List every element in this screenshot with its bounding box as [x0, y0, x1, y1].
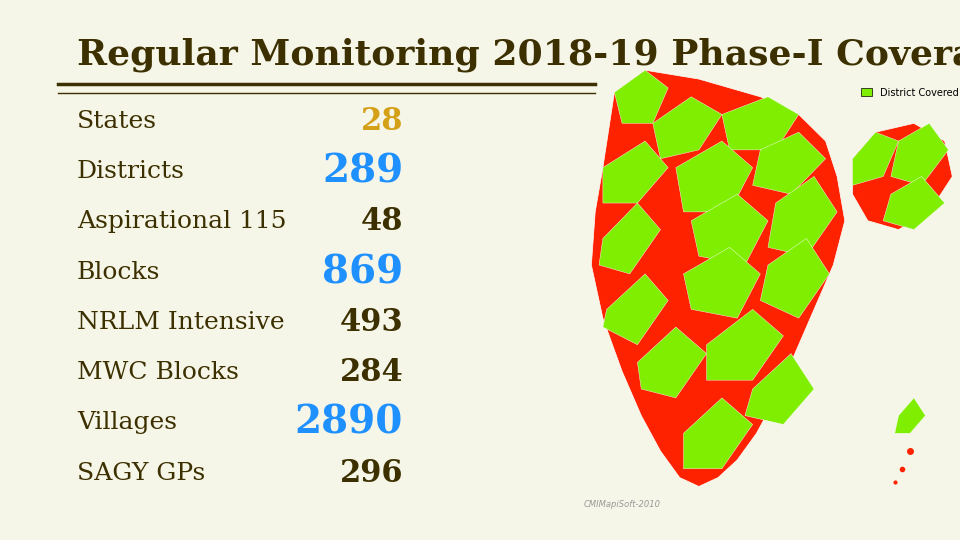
Text: 493: 493 [340, 307, 403, 338]
Polygon shape [637, 327, 707, 398]
Text: 296: 296 [340, 457, 403, 489]
Polygon shape [745, 354, 814, 424]
Polygon shape [768, 177, 837, 256]
Text: MWC Blocks: MWC Blocks [77, 361, 239, 384]
Polygon shape [760, 239, 829, 318]
Text: Aspirational 115: Aspirational 115 [77, 211, 286, 233]
Text: 289: 289 [322, 153, 403, 191]
Text: Villages: Villages [77, 411, 177, 434]
Text: 48: 48 [361, 206, 403, 238]
Polygon shape [684, 247, 760, 318]
Polygon shape [603, 274, 668, 345]
Text: NRLM Intensive: NRLM Intensive [77, 311, 284, 334]
Text: 869: 869 [322, 253, 403, 291]
Text: Regular Monitoring 2018-19 Phase-I Coverage: Regular Monitoring 2018-19 Phase-I Cover… [77, 38, 960, 72]
Text: States: States [77, 110, 156, 133]
Polygon shape [614, 70, 668, 123]
Text: 28: 28 [361, 106, 403, 137]
Text: Districts: Districts [77, 160, 184, 183]
Polygon shape [722, 97, 799, 150]
Polygon shape [676, 141, 753, 212]
Legend: District Covered: District Covered [857, 84, 960, 102]
Text: SAGY GPs: SAGY GPs [77, 462, 205, 484]
Text: Blocks: Blocks [77, 261, 160, 284]
Polygon shape [852, 123, 952, 230]
Polygon shape [603, 141, 668, 203]
Polygon shape [883, 177, 945, 230]
Polygon shape [895, 398, 925, 433]
Polygon shape [753, 132, 826, 194]
Text: 284: 284 [340, 357, 403, 388]
Polygon shape [707, 309, 783, 380]
Polygon shape [653, 97, 722, 159]
Polygon shape [852, 132, 899, 185]
Text: 2890: 2890 [295, 404, 403, 442]
Polygon shape [891, 123, 948, 185]
Text: CMIMapiSoft-2010: CMIMapiSoft-2010 [584, 500, 660, 509]
Polygon shape [691, 194, 768, 265]
Polygon shape [599, 203, 660, 274]
Polygon shape [591, 70, 845, 487]
Polygon shape [684, 398, 753, 469]
